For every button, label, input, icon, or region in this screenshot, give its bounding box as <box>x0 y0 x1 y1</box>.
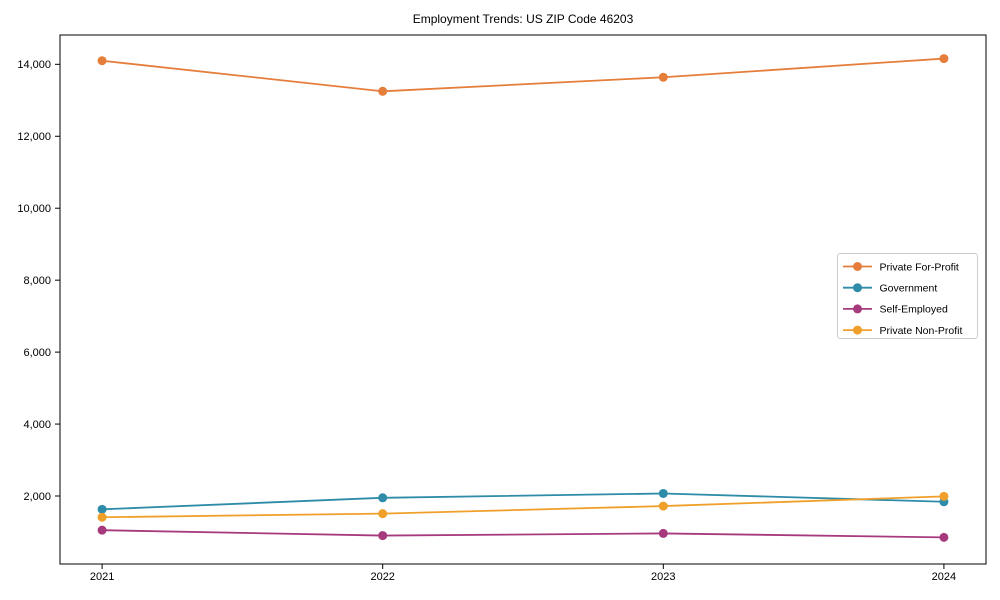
legend-label: Government <box>880 283 938 295</box>
data-point-government-2023 <box>658 488 668 498</box>
chart-title: Employment Trends: US ZIP Code 46203 <box>413 12 634 26</box>
legend-label: Private Non-Profit <box>880 325 963 337</box>
x-axis-tick-label: 2022 <box>370 571 394 583</box>
x-axis-tick-label: 2023 <box>651 571 675 583</box>
legend-box <box>837 253 978 339</box>
legend-item-government: Government <box>843 283 937 295</box>
legend-marker <box>853 325 862 335</box>
legend-marker <box>853 283 862 293</box>
y-axis-tick-label: 6,000 <box>23 347 51 359</box>
legend-item-self-employed: Self-Employed <box>843 304 948 316</box>
y-axis: 2,000 4,000 6,000 8,000 10,000 12,000 14,000 <box>17 59 60 503</box>
data-point-private-non-profit-2022 <box>378 509 388 519</box>
data-point-private-for-profit-2023 <box>658 72 668 82</box>
data-point-private-non-profit-2021 <box>97 512 107 522</box>
y-axis-tick-label: 8,000 <box>23 275 51 287</box>
legend: Private For-Profit Government Self-Employe… <box>837 253 978 339</box>
data-point-self-employed-2023 <box>658 528 668 538</box>
y-axis-tick-label: 12,000 <box>17 131 51 143</box>
series-private-non-profit <box>97 491 949 522</box>
data-point-private-for-profit-2024 <box>939 54 949 64</box>
series-self-employed <box>97 525 949 542</box>
data-point-private-non-profit-2024 <box>939 491 949 501</box>
series-line-private-for-profit <box>101 57 944 93</box>
data-point-self-employed-2021 <box>97 525 107 535</box>
data-point-self-employed-2024 <box>939 532 949 542</box>
series-government <box>97 488 949 514</box>
y-axis-tick-label: 2,000 <box>23 491 51 503</box>
data-point-private-for-profit-2021 <box>97 56 107 66</box>
axes-frame <box>59 34 987 565</box>
legend-item-private-for-profit: Private For-Profit <box>843 261 959 273</box>
data-point-self-employed-2022 <box>378 531 388 541</box>
legend-item-private-non-profit: Private Non-Profit <box>843 325 962 337</box>
data-point-private-non-profit-2023 <box>658 501 668 511</box>
legend-label: Private For-Profit <box>880 261 959 273</box>
data-point-private-for-profit-2022 <box>378 86 388 96</box>
x-axis-tick-label: 2024 <box>932 571 956 583</box>
legend-marker <box>853 262 862 271</box>
legend-label: Self-Employed <box>880 304 948 316</box>
x-axis-tick-label: 2021 <box>90 571 114 583</box>
plot-area: 2,000 4,000 6,000 8,000 10,000 12,000 14,000 20… <box>17 34 987 583</box>
series-private-for-profit <box>97 54 949 96</box>
x-axis: 2021 2022 2023 2024 <box>90 564 956 583</box>
y-axis-tick-label: 14,000 <box>17 59 51 71</box>
data-point-government-2022 <box>378 493 388 503</box>
series-line-self-employed <box>102 529 944 539</box>
data-point-government-2021 <box>97 504 107 514</box>
y-axis-tick-label: 10,000 <box>17 203 51 215</box>
y-axis-tick-label: 4,000 <box>23 419 51 431</box>
legend-marker <box>853 304 862 314</box>
series-line-government <box>102 492 944 511</box>
series-line-private-non-profit <box>102 495 944 519</box>
